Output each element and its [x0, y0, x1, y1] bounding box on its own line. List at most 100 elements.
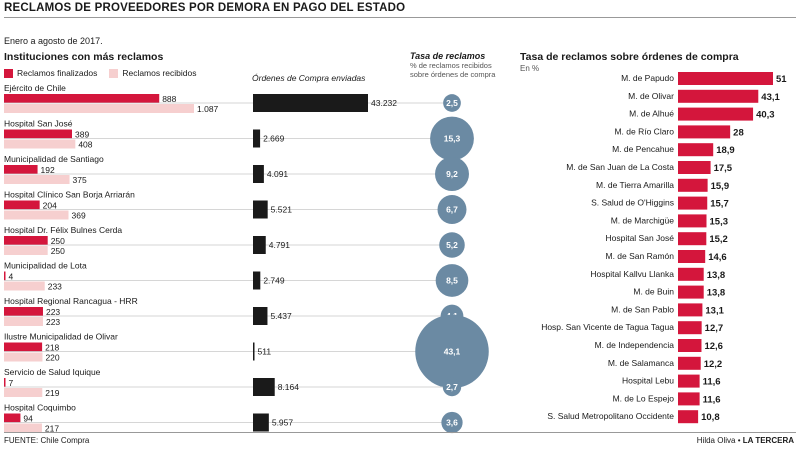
- bar-orders: [253, 413, 269, 432]
- bar-recibidos: [4, 210, 69, 220]
- bar-orders: [253, 342, 255, 361]
- right-bar-value: 18,9: [716, 145, 735, 156]
- rate-bubble-value: 43,1: [444, 347, 461, 357]
- rate-bubble-value: 15,3: [444, 134, 461, 144]
- bar-orders-value: 2.749: [263, 276, 285, 286]
- right-panel-title: Tasa de reclamos sobre órdenes de compra: [520, 51, 739, 63]
- bar-finalizados-value: 204: [43, 201, 57, 211]
- bar-recibidos: [4, 175, 70, 184]
- right-category-label: Hospital Lebu: [622, 376, 674, 386]
- right-bar-value: 15,7: [710, 199, 729, 210]
- right-bar-value: 51: [776, 74, 787, 85]
- right-category-label: S. Salud de O'Higgins: [591, 198, 674, 208]
- right-bar-value: 15,3: [710, 216, 729, 227]
- rate-bubble-value: 9,2: [446, 169, 458, 179]
- rate-bubble: [439, 232, 465, 258]
- bar-finalizados-value: 4: [9, 272, 14, 282]
- right-bar-value: 11,6: [703, 394, 721, 405]
- right-category-label: M. de San Ramón: [605, 251, 674, 261]
- bar-orders: [253, 236, 266, 254]
- rate-bubble: [435, 157, 469, 191]
- institution-label: Ejército de Chile: [4, 83, 66, 93]
- bar-recibidos-value: 223: [46, 317, 60, 327]
- institution-label: Hospital Coquimbo: [4, 403, 76, 413]
- bar-finalizados: [4, 94, 160, 103]
- institution-label: Hospital San José: [4, 119, 73, 129]
- institution-label: Servicio de Salud Iquique: [4, 367, 101, 377]
- rate-panel-subtitle: % de reclamos recibidos sobre órdenes de…: [410, 61, 496, 79]
- rate-bubble-value: 3,6: [446, 418, 458, 428]
- chart-title: RECLAMOS DE PROVEEDORES POR DEMORA EN PA…: [4, 2, 796, 18]
- right-category-label: S. Salud Metropolitano Occidente: [547, 411, 674, 421]
- right-bar-value: 15,9: [711, 181, 730, 192]
- bar-orders-value: 4.791: [269, 240, 291, 250]
- period-note: Enero a agosto de 2017.: [4, 36, 103, 46]
- right-category-label: M. de Marchigüe: [611, 215, 675, 225]
- bar-orders-value: 8.164: [278, 382, 300, 392]
- right-bar: [678, 392, 700, 406]
- institution-label: Hospital Regional Rancagua - HRR: [4, 296, 138, 306]
- bar-orders-value: 43.232: [371, 98, 397, 108]
- right-category-label: Hospital San José: [605, 233, 674, 243]
- right-bar: [678, 285, 704, 299]
- right-bar: [678, 267, 704, 281]
- right-category-label: M. de Buin: [633, 287, 674, 297]
- bar-orders-value: 5.437: [270, 311, 292, 321]
- rate-bubble-value: 2,7: [446, 382, 458, 392]
- bar-orders: [253, 378, 275, 396]
- bar-finalizados: [4, 200, 40, 210]
- credit-separator: •: [737, 436, 741, 445]
- right-bar: [678, 196, 708, 210]
- bar-recibidos-value: 250: [51, 246, 65, 256]
- rate-bubble: [430, 116, 474, 161]
- bar-finalizados: [4, 236, 48, 245]
- right-bar: [678, 178, 708, 192]
- institution-label: Hospital Clínico San Borja Arriarán: [4, 190, 135, 200]
- bar-finalizados: [4, 307, 43, 316]
- bar-recibidos: [4, 317, 43, 326]
- right-bar-value: 12,6: [704, 341, 723, 352]
- bar-orders: [253, 200, 268, 219]
- legend: Reclamos finalizados Reclamos recibidos: [4, 68, 197, 78]
- right-bar-value: 12,7: [705, 323, 724, 334]
- bar-finalizados-value: 7: [9, 378, 14, 388]
- right-bar: [678, 161, 711, 174]
- bar-orders: [253, 165, 264, 183]
- right-category-label: M. de San Pablo: [611, 304, 674, 314]
- institution-label: Hospital Dr. Félix Bulnes Cerda: [4, 225, 122, 235]
- right-bar-value: 11,6: [703, 377, 721, 388]
- right-category-label: M. de Pencahue: [612, 144, 674, 154]
- bar-recibidos: [4, 388, 43, 397]
- right-bar: [678, 125, 731, 139]
- rate-bubble: [415, 314, 489, 389]
- right-bar: [678, 232, 707, 246]
- right-category-label: M. de Olivar: [628, 91, 674, 101]
- bar-recibidos: [4, 139, 76, 149]
- bar-finalizados: [4, 342, 43, 352]
- right-category-label: M. de San Juan de La Costa: [566, 162, 674, 172]
- bar-orders-value: 4.091: [267, 169, 289, 179]
- rate-bubble-value: 6,7: [446, 205, 458, 215]
- bar-orders-value: 511: [258, 347, 272, 357]
- bar-orders-value: 2.669: [263, 134, 285, 144]
- rate-bubble: [441, 411, 463, 434]
- rate-bubble: [435, 264, 469, 297]
- right-bar-value: 13,8: [707, 270, 726, 281]
- bar-recibidos-value: 375: [73, 175, 87, 185]
- institution-label: Ilustre Municipalidad de Olivar: [4, 332, 118, 342]
- footer-rule: [4, 432, 796, 433]
- bar-finalizados-value: 94: [23, 414, 33, 424]
- right-bar: [678, 107, 754, 121]
- right-bar-value: 15,2: [709, 234, 728, 245]
- bar-orders: [253, 271, 261, 290]
- right-bar: [678, 72, 773, 85]
- orders-panel-title: Órdenes de Compra enviadas: [252, 73, 366, 83]
- right-category-label: M. de Río Claro: [614, 126, 674, 136]
- rate-bubble: [437, 195, 467, 224]
- bar-recibidos-value: 233: [48, 282, 62, 292]
- credit-author: Hilda Oliva: [696, 436, 736, 445]
- bar-recibidos-value: 408: [78, 140, 92, 150]
- right-panel-unit: En %: [520, 64, 540, 73]
- bar-finalizados: [4, 413, 21, 423]
